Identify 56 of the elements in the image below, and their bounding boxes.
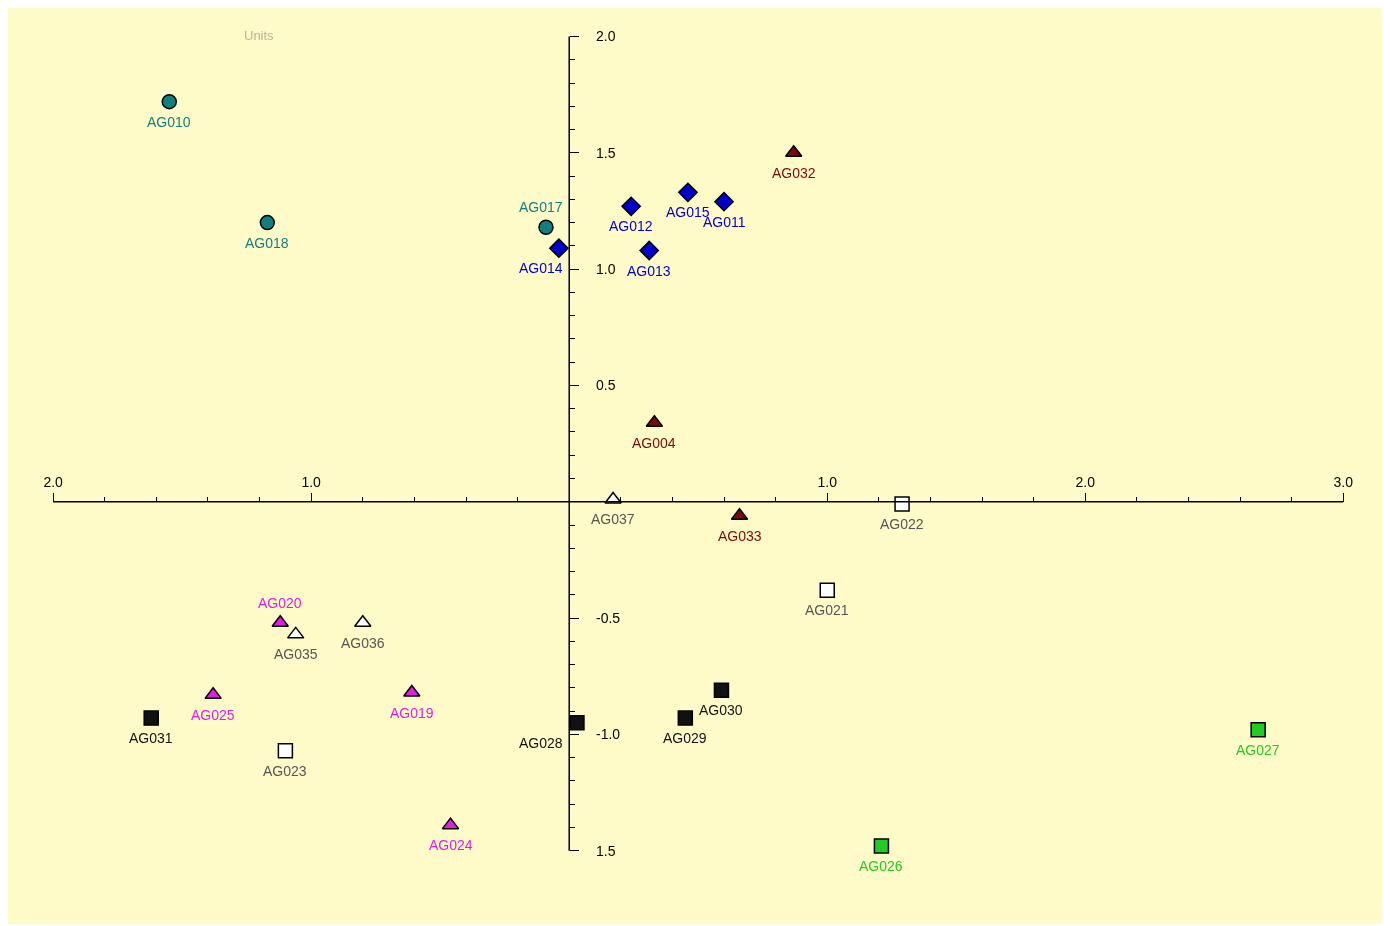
annotation: AG026	[859, 858, 903, 874]
point	[161, 93, 178, 110]
annotation: AG030	[699, 702, 743, 718]
annotation: AG019	[390, 705, 434, 721]
annotation: Units	[244, 28, 275, 43]
y-tick-label: -1.0	[596, 726, 621, 743]
point	[277, 742, 294, 759]
annotation: AG028	[519, 735, 563, 751]
point	[621, 196, 641, 217]
x-tick-label: 3.0	[1333, 474, 1354, 491]
annotation: AG017	[519, 199, 563, 215]
annotation: AG021	[805, 602, 849, 618]
point	[639, 240, 660, 261]
point	[873, 838, 890, 854]
point	[894, 496, 910, 512]
x-tick-label: 2.0	[1075, 474, 1096, 491]
annotation: AG018	[245, 235, 289, 251]
y-tick-label: -0.5	[596, 609, 621, 626]
point	[204, 687, 222, 700]
annotation: AG027	[1236, 742, 1280, 758]
point	[678, 182, 698, 203]
point	[677, 710, 694, 726]
point	[259, 214, 276, 231]
annotation: AG012	[609, 218, 653, 234]
y-tick-label: 1.5	[596, 144, 616, 161]
y-tick-label: 1.0	[596, 261, 616, 278]
x-tick-label: 1.0	[817, 474, 838, 491]
y-tick-label: 2.0	[596, 28, 616, 45]
annotation: AG037	[591, 511, 635, 527]
annotation: AG013	[627, 263, 671, 279]
point	[143, 710, 159, 726]
point	[819, 582, 835, 598]
y-tick-label: 1.5	[596, 842, 616, 859]
y-tick-label: 0.5	[596, 377, 616, 394]
annotation: AG022	[880, 516, 924, 532]
annotation: AG029	[663, 730, 707, 746]
x-tick-label: 2.0	[43, 474, 64, 491]
annotation: AG023	[263, 763, 307, 779]
annotation: AG033	[718, 528, 762, 544]
annotation: AG014	[519, 260, 563, 276]
point	[714, 191, 734, 212]
annotation: AG010	[147, 114, 191, 130]
annotation: AG031	[129, 730, 173, 746]
x-tick-label: 1.0	[301, 474, 322, 491]
annotation: AG004	[632, 435, 676, 451]
annotation: AG036	[341, 635, 385, 651]
annotation: AG035	[274, 646, 318, 662]
point	[569, 715, 585, 731]
point	[1250, 722, 1266, 738]
point	[713, 682, 730, 698]
annotation: AG025	[191, 707, 235, 723]
point	[549, 238, 569, 259]
annotation: AG024	[429, 837, 473, 853]
annotation: AG020	[258, 595, 302, 611]
annotation: AG032	[772, 165, 816, 181]
point	[538, 219, 554, 235]
